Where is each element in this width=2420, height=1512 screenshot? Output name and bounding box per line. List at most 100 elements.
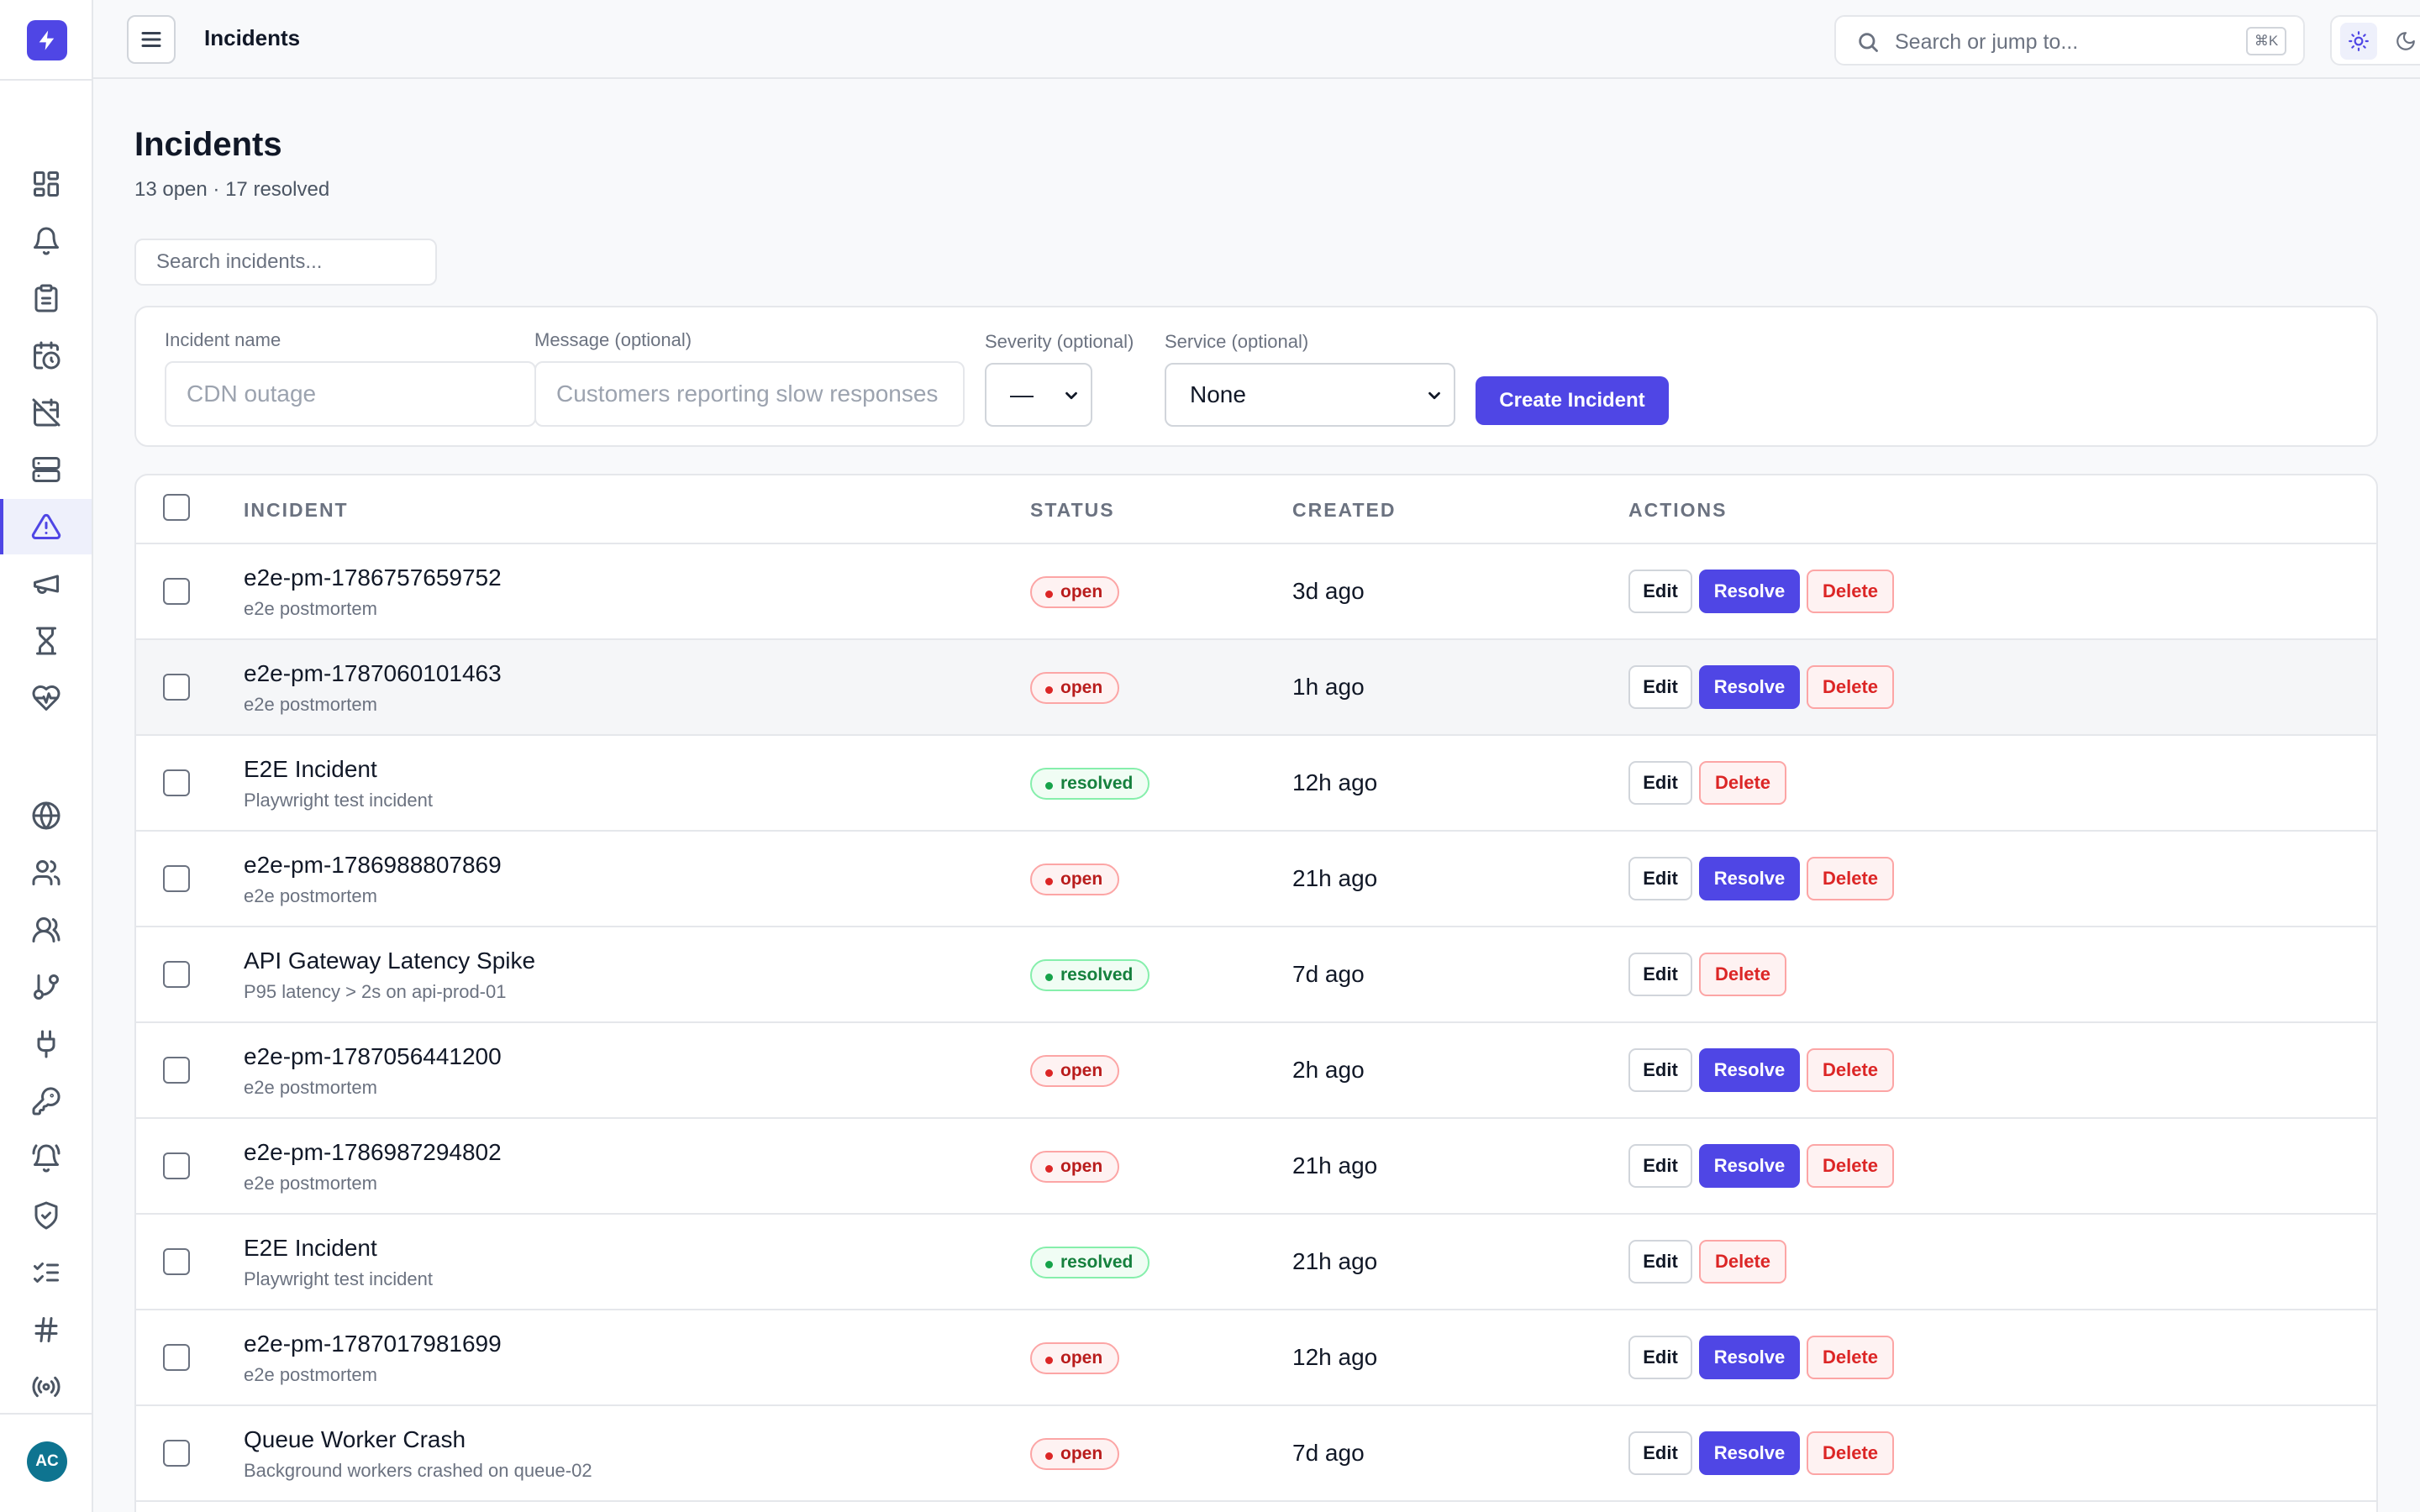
incident-name[interactable]: e2e-pm-1787060101463 bbox=[244, 660, 502, 686]
delete-button[interactable]: Delete bbox=[1807, 1144, 1894, 1188]
table-row[interactable]: e2e-pm-1786987294802 e2e postmortem open 21… bbox=[136, 1119, 2376, 1215]
edit-button[interactable]: Edit bbox=[1628, 1144, 1692, 1188]
sidebar-item-channels[interactable] bbox=[0, 1302, 92, 1357]
topbar: Incidents Search or jump to... ⌘K bbox=[93, 0, 2420, 79]
sidebar-item-servers[interactable] bbox=[0, 442, 92, 497]
sidebar-item-teams[interactable] bbox=[0, 902, 92, 958]
sidebar-item-users[interactable] bbox=[0, 845, 92, 900]
sidebar-item-notifications[interactable] bbox=[0, 1131, 92, 1186]
sidebar-item-workflows[interactable] bbox=[0, 959, 92, 1015]
resolve-button[interactable]: Resolve bbox=[1699, 1431, 1800, 1475]
incident-search-input[interactable]: Search incidents... bbox=[134, 239, 437, 286]
table-row[interactable]: e2e-pm-1787056441200 e2e postmortem open 2h… bbox=[136, 1023, 2376, 1119]
avatar[interactable]: AC bbox=[27, 1441, 67, 1482]
theme-light-button[interactable] bbox=[2340, 23, 2377, 60]
delete-button[interactable]: Delete bbox=[1807, 570, 1894, 613]
sidebar-item-dashboard[interactable] bbox=[0, 156, 92, 212]
sidebar-item-security[interactable] bbox=[0, 1188, 92, 1243]
incident-name[interactable]: Queue Worker Crash bbox=[244, 1426, 466, 1452]
resolve-button[interactable]: Resolve bbox=[1699, 570, 1800, 613]
sidebar-item-announcements[interactable] bbox=[0, 556, 92, 612]
table-row[interactable]: e2e-pm-1787017981699 e2e postmortem open 12… bbox=[136, 1310, 2376, 1406]
row-checkbox[interactable] bbox=[163, 1152, 190, 1179]
delete-button[interactable]: Delete bbox=[1807, 1336, 1894, 1379]
status-badge: open bbox=[1030, 1151, 1120, 1183]
incident-name-input[interactable]: CDN outage bbox=[165, 361, 536, 427]
users-icon bbox=[32, 860, 60, 885]
row-checkbox[interactable] bbox=[163, 1057, 190, 1084]
delete-button[interactable]: Delete bbox=[1699, 953, 1786, 996]
row-checkbox[interactable] bbox=[163, 674, 190, 701]
row-checkbox[interactable] bbox=[163, 1440, 190, 1467]
edit-button[interactable]: Edit bbox=[1628, 857, 1692, 900]
edit-button[interactable]: Edit bbox=[1628, 1431, 1692, 1475]
edit-button[interactable]: Edit bbox=[1628, 570, 1692, 613]
table-row[interactable]: Queue Worker Crash Background workers cra… bbox=[136, 1406, 2376, 1502]
sidebar-item-incidents[interactable] bbox=[0, 499, 92, 554]
delete-button[interactable]: Delete bbox=[1807, 1431, 1894, 1475]
sidebar-item-schedule[interactable] bbox=[0, 328, 92, 383]
service-select[interactable]: None bbox=[1165, 363, 1455, 427]
sidebar-item-tasks[interactable] bbox=[0, 270, 92, 326]
hourglass-icon bbox=[35, 627, 56, 655]
sun-icon bbox=[2349, 31, 2369, 51]
edit-button[interactable]: Edit bbox=[1628, 665, 1692, 709]
incident-name[interactable]: E2E Incident bbox=[244, 756, 377, 782]
resolve-button[interactable]: Resolve bbox=[1699, 665, 1800, 709]
created-time: 21h ago bbox=[1292, 865, 1378, 891]
table-row[interactable]: E2E Incident Playwright test incident reso… bbox=[136, 736, 2376, 832]
incident-name[interactable]: e2e-pm-1787056441200 bbox=[244, 1043, 502, 1069]
sidebar-item-integrations[interactable] bbox=[0, 1016, 92, 1072]
row-checkbox[interactable] bbox=[163, 961, 190, 988]
resolve-button[interactable]: Resolve bbox=[1699, 857, 1800, 900]
resolve-button[interactable]: Resolve bbox=[1699, 1336, 1800, 1379]
incident-name[interactable]: e2e-pm-1786988807869 bbox=[244, 852, 502, 878]
created-time: 1h ago bbox=[1292, 674, 1365, 700]
severity-select[interactable]: — bbox=[985, 363, 1092, 427]
delete-button[interactable]: Delete bbox=[1699, 761, 1786, 805]
table-row[interactable]: e2e-pm-1786988807869 e2e postmortem open 21… bbox=[136, 832, 2376, 927]
delete-button[interactable]: Delete bbox=[1807, 665, 1894, 709]
incident-name[interactable]: e2e-pm-1786987294802 bbox=[244, 1139, 502, 1165]
create-incident-button[interactable]: Create Incident bbox=[1476, 376, 1669, 425]
row-checkbox[interactable] bbox=[163, 865, 190, 892]
incident-name[interactable]: e2e-pm-1787017981699 bbox=[244, 1331, 502, 1357]
edit-button[interactable]: Edit bbox=[1628, 1048, 1692, 1092]
edit-button[interactable]: Edit bbox=[1628, 1240, 1692, 1284]
calendar-off-icon bbox=[32, 398, 60, 427]
delete-button[interactable]: Delete bbox=[1807, 857, 1894, 900]
app-logo[interactable] bbox=[27, 20, 67, 60]
delete-button[interactable]: Delete bbox=[1807, 1048, 1894, 1092]
edit-button[interactable]: Edit bbox=[1628, 1336, 1692, 1379]
incident-name[interactable]: API Gateway Latency Spike bbox=[244, 948, 536, 974]
sidebar-item-broadcast[interactable] bbox=[0, 1359, 92, 1415]
sidebar-item-timers[interactable] bbox=[0, 613, 92, 669]
resolve-button[interactable]: Resolve bbox=[1699, 1048, 1800, 1092]
select-all-checkbox[interactable] bbox=[163, 494, 190, 521]
message-input[interactable]: Customers reporting slow responses bbox=[534, 361, 965, 427]
resolve-button[interactable]: Resolve bbox=[1699, 1144, 1800, 1188]
incident-name[interactable]: e2e-pm-1786757659752 bbox=[244, 564, 502, 591]
row-checkbox[interactable] bbox=[163, 1344, 190, 1371]
table-row[interactable]: E2E Incident Playwright test incident reso… bbox=[136, 1215, 2376, 1310]
radio-icon bbox=[31, 1376, 60, 1398]
menu-toggle-button[interactable] bbox=[127, 15, 176, 64]
table-row[interactable]: e2e-pm-1786757659752 e2e postmortem open 3d… bbox=[136, 544, 2376, 640]
row-checkbox[interactable] bbox=[163, 1248, 190, 1275]
delete-button[interactable]: Delete bbox=[1699, 1240, 1786, 1284]
edit-button[interactable]: Edit bbox=[1628, 761, 1692, 805]
sidebar-item-api-keys[interactable] bbox=[0, 1074, 92, 1129]
sidebar-item-maintenance[interactable] bbox=[0, 385, 92, 440]
sidebar-item-health[interactable] bbox=[0, 670, 92, 726]
theme-dark-button[interactable] bbox=[2387, 23, 2420, 60]
sidebar-item-status-pages[interactable] bbox=[0, 788, 92, 843]
incident-name[interactable]: E2E Incident bbox=[244, 1235, 377, 1261]
row-checkbox[interactable] bbox=[163, 578, 190, 605]
table-row[interactable]: e2e-pm-1787060101463 e2e postmortem open 1h… bbox=[136, 640, 2376, 736]
sidebar-item-checklists[interactable] bbox=[0, 1245, 92, 1300]
sidebar-item-alerts[interactable] bbox=[0, 213, 92, 269]
global-search-input[interactable]: Search or jump to... ⌘K bbox=[1834, 15, 2305, 66]
row-checkbox[interactable] bbox=[163, 769, 190, 796]
edit-button[interactable]: Edit bbox=[1628, 953, 1692, 996]
table-row[interactable]: API Gateway Latency Spike P95 latency > 2… bbox=[136, 927, 2376, 1023]
